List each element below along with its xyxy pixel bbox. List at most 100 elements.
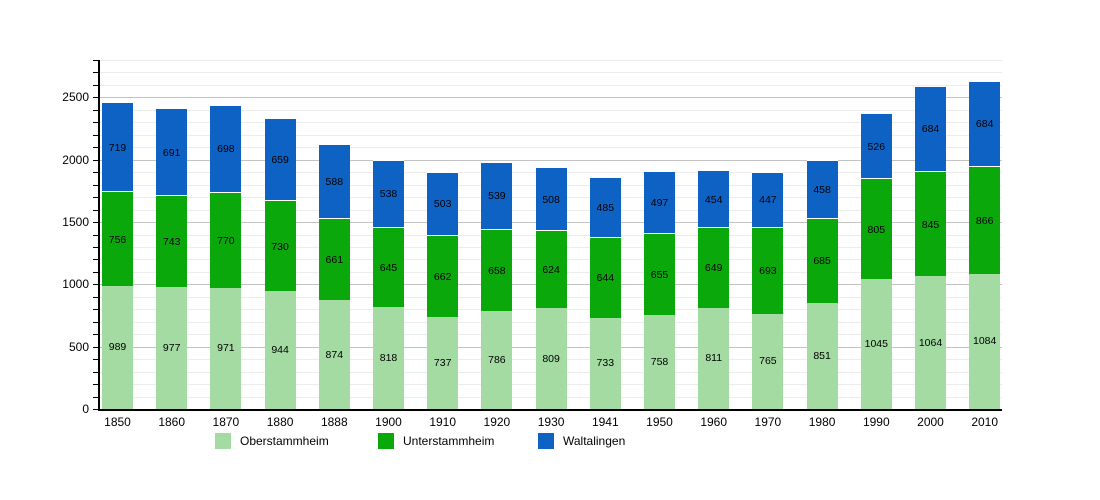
bar-segment-waltalingen: 454 [698,170,730,227]
x-tick-label: 1941 [591,415,619,429]
gridline [100,84,1002,86]
y-axis-tick [93,147,98,149]
bar-segment-unterstammheim: 845 [915,171,946,277]
bar-segment-unterstammheim: 624 [535,230,567,309]
x-tick-label: 1880 [266,415,294,429]
y-axis-tick [93,109,98,111]
bar-segment-oberstammheim: 811 [698,307,730,409]
x-tick-label: 1900 [375,415,402,429]
bar-segment-unterstammheim: 661 [318,217,350,301]
y-axis-tick [93,271,98,273]
gridline [100,147,1002,149]
bar-segment-waltalingen: 698 [210,104,242,192]
bar-segment-waltalingen: 691 [156,108,188,195]
bar-value-label: 737 [433,357,452,370]
bar-value-label: 447 [759,194,777,207]
bar-value-label: 765 [759,355,777,368]
bar-segment-unterstammheim: 756 [102,191,133,286]
bar-value-label: 977 [162,342,181,355]
x-tick-label: 2000 [917,415,944,429]
bar-segment-waltalingen: 684 [969,80,1001,166]
bar-value-label: 458 [813,183,831,196]
x-axis-line [98,409,1002,411]
bar-segment-waltalingen: 539 [481,161,513,229]
bar-segment-oberstammheim: 971 [210,287,242,409]
x-tick-label: 1860 [158,415,186,429]
bar-value-label: 538 [379,188,398,201]
y-axis-tick [93,259,98,261]
gridline [100,97,1002,99]
bar-segment-unterstammheim: 693 [752,227,784,314]
y-tick-label: 0 [82,402,89,416]
y-axis-tick [93,172,98,174]
y-axis-line [98,60,100,411]
x-tick-label: 1850 [104,415,131,429]
gridline [100,109,1002,111]
bar-value-label: 845 [921,218,940,231]
bar-segment-oberstammheim: 818 [373,307,404,409]
x-tick-label: 1950 [646,415,673,429]
gridline [100,72,1002,74]
bar-value-label: 758 [650,355,669,368]
bar-value-label: 691 [162,146,181,159]
y-axis-tick [93,122,98,124]
bar-segment-unterstammheim: 805 [860,178,892,279]
bar-value-label: 454 [704,193,723,206]
x-tick-label: 1920 [483,415,511,429]
bar-value-label: 662 [433,270,452,283]
bar-segment-unterstammheim: 645 [373,226,404,308]
bar-segment-waltalingen: 719 [102,101,133,192]
bar-segment-unterstammheim: 649 [698,227,730,308]
bar-segment-oberstammheim: 874 [318,300,350,409]
y-axis-tick [93,134,98,136]
bar-segment-waltalingen: 485 [589,176,621,238]
y-axis-tick [93,60,98,61]
bar-segment-unterstammheim: 644 [589,237,621,318]
y-axis-tick [93,321,98,323]
bar-segment-oberstammheim: 944 [264,291,296,409]
bar-value-label: 649 [704,262,723,275]
bar-value-label: 503 [433,198,452,211]
bar-value-label: 485 [596,202,615,215]
legend-label: Waltalingen [563,434,626,448]
bar-value-label: 1045 [864,337,888,350]
bar-segment-waltalingen: 659 [264,118,296,201]
bar-segment-oberstammheim: 989 [102,285,133,409]
bar-value-label: 756 [108,233,127,246]
bar-value-label: 805 [867,223,886,236]
bar-segment-oberstammheim: 977 [156,287,188,409]
legend-swatch [215,433,231,449]
bar-value-label: 684 [921,123,940,136]
x-tick-label: 1970 [754,415,782,429]
bar-value-label: 1064 [918,336,943,349]
gridline [100,159,1002,161]
bar-segment-waltalingen: 684 [915,85,946,172]
bar-value-label: 685 [813,255,831,268]
y-tick-label: 2500 [62,90,89,105]
bar-value-label: 851 [813,349,831,362]
bar-segment-oberstammheim: 737 [427,317,459,409]
bar-value-label: 539 [488,190,506,203]
bar-segment-unterstammheim: 662 [427,234,459,318]
bar-segment-unterstammheim: 658 [481,229,513,312]
bar-segment-waltalingen: 447 [752,171,784,228]
y-axis-tick [93,97,98,99]
x-tick-label: 1888 [320,415,348,429]
bar-segment-oberstammheim: 1064 [915,276,946,409]
bar-value-label: 818 [379,352,398,364]
legend-swatch [378,433,394,449]
bar-value-label: 644 [596,272,615,285]
bar-value-label: 786 [488,354,506,366]
bar-segment-waltalingen: 538 [373,159,404,227]
y-axis-tick [93,197,98,199]
bar-value-label: 944 [271,344,289,357]
y-tick-label: 2000 [62,152,89,167]
bar-segment-unterstammheim: 685 [806,217,838,303]
bar-segment-waltalingen: 588 [318,144,350,218]
y-axis-tick [93,184,98,186]
y-axis-tick [93,296,98,298]
bar-segment-unterstammheim: 866 [969,165,1001,274]
y-axis-tick [93,234,98,236]
bar-value-label: 719 [108,141,127,154]
